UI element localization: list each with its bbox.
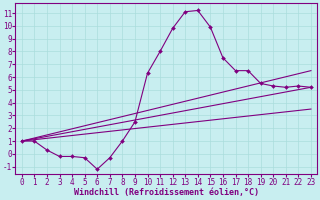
- X-axis label: Windchill (Refroidissement éolien,°C): Windchill (Refroidissement éolien,°C): [74, 188, 259, 197]
